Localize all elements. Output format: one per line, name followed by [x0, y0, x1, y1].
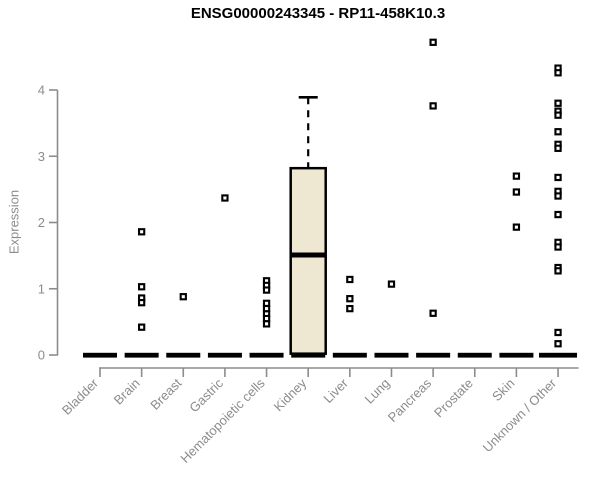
- data-point: [554, 328, 562, 337]
- x-tick-label: Kidney: [271, 375, 310, 414]
- x-tick-label: Gastric: [186, 375, 226, 415]
- x-tick-label: Breast: [147, 375, 184, 412]
- data-point: [262, 320, 271, 328]
- data-point: [512, 172, 521, 180]
- data-point: [429, 38, 437, 46]
- data-point: [512, 223, 521, 231]
- data-point: [554, 210, 562, 219]
- data-point: [554, 69, 562, 77]
- zero-expression-bar: [539, 352, 578, 358]
- data-point: [137, 228, 146, 236]
- zero-expression-bar: [332, 352, 367, 358]
- data-point: [554, 144, 562, 152]
- data-point: [554, 99, 562, 107]
- data-point: [554, 267, 562, 275]
- data-point: [262, 286, 271, 294]
- data-point: [346, 295, 354, 303]
- zero-expression-bar: [374, 352, 409, 358]
- zero-expression-bar: [83, 352, 117, 358]
- zero-expression-bar: [291, 352, 326, 358]
- x-tick-label: Pancreas: [385, 375, 435, 425]
- data-point: [346, 304, 354, 313]
- zero-expression-bar: [457, 352, 492, 358]
- y-tick-label: 3: [38, 149, 45, 164]
- data-point: [137, 299, 146, 307]
- x-tick-label: Skin: [489, 376, 517, 404]
- data-point: [221, 194, 229, 202]
- zero-expression-bar: [124, 352, 159, 358]
- chart-title: ENSG00000243345 - RP11-458K10.3: [190, 5, 446, 22]
- data-point: [137, 283, 146, 291]
- data-point: [512, 188, 521, 196]
- y-tick-label: 4: [38, 83, 45, 98]
- data-point: [554, 243, 562, 251]
- x-tick-label: Prostate: [431, 376, 476, 421]
- data-point: [387, 280, 396, 288]
- box-iqr: [289, 166, 327, 355]
- zero-expression-bar: [416, 352, 451, 358]
- x-tick-label: Bladder: [59, 375, 102, 418]
- data-point: [179, 293, 187, 301]
- y-tick-label: 0: [38, 348, 45, 363]
- y-tick-label: 1: [38, 281, 45, 296]
- x-tick-label: Brain: [111, 376, 143, 408]
- zero-expression-bar: [166, 352, 201, 358]
- data-point: [554, 128, 562, 136]
- y-tick-label: 2: [38, 215, 45, 230]
- data-point: [554, 173, 562, 182]
- data-point: [429, 102, 437, 110]
- zero-expression-bar: [207, 352, 242, 358]
- zero-expression-bar: [249, 352, 284, 358]
- data-point: [554, 111, 562, 119]
- data-point: [554, 340, 562, 348]
- data-point: [554, 192, 562, 200]
- data-point: [429, 309, 437, 317]
- data-point: [137, 323, 146, 331]
- x-tick-label: Liver: [320, 375, 351, 406]
- x-tick-label: Unknown / Other: [480, 375, 560, 455]
- data-point: [346, 275, 354, 284]
- zero-expression-bar: [499, 352, 534, 358]
- x-tick-label: Lung: [362, 376, 393, 407]
